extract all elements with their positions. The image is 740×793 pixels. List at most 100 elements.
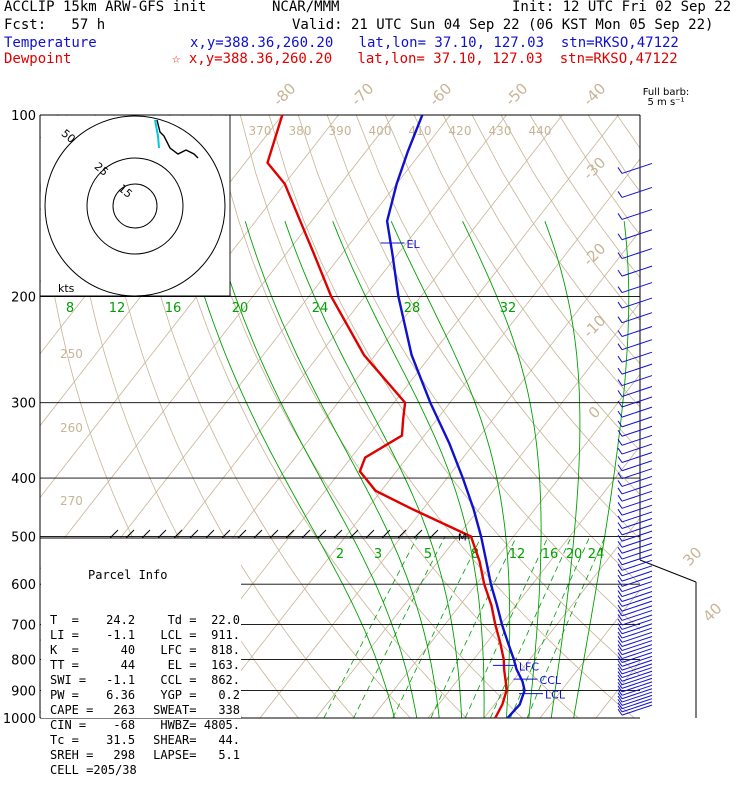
dry-adiabat-label: 250: [60, 347, 83, 361]
mixing-ratio-line: [430, 536, 517, 718]
hatch-tick: [189, 529, 199, 539]
wind-barb-flag: [617, 678, 623, 686]
parcel-cell: LCL =: [160, 628, 197, 642]
temperature-trace: [385, 114, 526, 719]
dry-adiabat-line: [152, 115, 467, 718]
wind-barb-flag: [617, 487, 623, 495]
wind-barb: [621, 282, 653, 294]
mixing-ratio-label: 3: [374, 547, 382, 562]
dry-adiabat-line: [123, 115, 411, 718]
wind-barb: [621, 688, 653, 700]
wind-barb: [621, 677, 653, 689]
hatch-tick: [109, 529, 119, 539]
wind-barb-flag: [617, 574, 623, 582]
wind-barb: [621, 631, 653, 643]
dry-adiabat-line: [297, 115, 640, 631]
dewpoint-legend-info: ☆ x,y=388.36,260.20 lat,lon= 37.10, 127.…: [172, 51, 678, 67]
dry-adiabat-line: [675, 115, 740, 718]
wind-barb: [621, 698, 653, 710]
parcel-cell: -68: [113, 718, 136, 732]
pressure-tick-label: 800: [11, 654, 36, 669]
wind-barb: [621, 396, 653, 408]
wind-barb-flag: [617, 252, 623, 259]
pressure-tick-label: 900: [11, 684, 36, 699]
level-marker-label: M: [458, 532, 467, 543]
parcel-cell: 298: [113, 748, 136, 762]
wind-barb: [621, 468, 653, 480]
wind-barb-flag: [617, 595, 623, 602]
mixing-ratio-label: 16: [165, 301, 182, 316]
isotherm-label: 0: [585, 403, 604, 422]
isotherm-line: [483, 517, 640, 718]
parcel-cell: SWI =: [50, 673, 87, 687]
wind-barb: [621, 684, 653, 696]
wind-barb-flag: [617, 355, 623, 363]
mixing-ratio-line: [392, 536, 482, 718]
parcel-info-rows: T = 24.2 Td = 22.0 LI = -1.1 LCL = 911. K = 40 LFC…: [50, 613, 240, 778]
hodograph-ring: [86, 157, 184, 255]
parcel-cell: SREH =: [50, 748, 94, 762]
wind-barb-flag: [617, 644, 623, 651]
mixing-ratio-line: [490, 536, 572, 718]
pressure-tick-label: 100: [11, 109, 36, 124]
wind-barb-flag: [617, 515, 623, 523]
parcel-cell: 5.1: [218, 748, 240, 762]
wind-barb-flag: [617, 623, 623, 630]
hodograph-background: [41, 116, 230, 296]
wind-barb: [621, 339, 653, 351]
dry-adiabat-line: [616, 115, 640, 149]
pressure-tick-label: 400: [11, 472, 36, 487]
forecast-hour: Fcst: 57 h: [4, 17, 106, 33]
hatch-tick: [365, 529, 375, 539]
parcel-cell: 818.: [211, 643, 240, 657]
init-time: Init: 12 UTC Fri 02 Sep 22: [512, 0, 732, 15]
mixing-ratio-label: 32: [500, 301, 517, 316]
wind-barb-flag: [617, 652, 623, 659]
parcel-cell: EL =: [167, 658, 197, 672]
parcel-cell: 40: [120, 643, 136, 657]
wind-barb-flag: [617, 191, 623, 198]
hatch-tick: [237, 529, 247, 539]
hatch-tick: [301, 529, 311, 539]
wind-barb-flag: [617, 702, 623, 709]
wind-barb-flag: [617, 674, 623, 682]
parcel-cell: 0.2: [218, 688, 240, 702]
wind-barb-flag: [617, 286, 623, 293]
wind-barb-flag: [617, 167, 623, 174]
hatch-tick: [317, 529, 327, 539]
wind-barb: [621, 248, 653, 260]
isotherm-label: -80: [269, 79, 299, 109]
wind-barb: [621, 162, 653, 174]
wind-barb: [621, 570, 653, 582]
parcel-cell: TT =: [50, 658, 79, 672]
parcel-info-row: K = 40 LFC = 818.: [50, 643, 240, 658]
wind-barb-flag: [617, 618, 623, 626]
wind-barb: [621, 425, 653, 437]
wind-barb: [621, 644, 653, 656]
pressure-tick-label: 1000: [3, 712, 36, 727]
moist-adiabat-line: [182, 221, 395, 718]
parcel-cell: 22.0: [211, 613, 240, 627]
wind-barb: [621, 518, 653, 529]
mixing-ratio-label: 8: [471, 547, 479, 562]
parcel-info-title: Parcel Info: [88, 568, 168, 582]
dry-adiabat-line: [529, 115, 640, 279]
level-marker-label: CCL: [540, 674, 562, 687]
parcel-cell: LI =: [50, 628, 79, 642]
wind-barb-flag: [617, 558, 623, 566]
parcel-info-row: CELL = 205/38: [50, 763, 240, 778]
pressure-tick-label: 300: [11, 397, 36, 412]
parcel-cell: CELL =: [50, 763, 94, 777]
wind-barb: [621, 312, 653, 324]
temperature-legend-info: x,y=388.36,260.20 lat,lon= 37.10, 127.03…: [190, 35, 679, 51]
hatch-tick: [285, 529, 295, 539]
wind-barb: [621, 586, 653, 598]
hatch-tick: [253, 529, 263, 539]
pressure-tick-label: 200: [11, 291, 36, 306]
wind-barb-flag: [617, 343, 623, 350]
wind-barb-flag: [617, 439, 623, 446]
org-label: NCAR/MMM: [272, 0, 340, 15]
wind-barb-flag: [617, 580, 623, 587]
wind-barb: [621, 694, 653, 706]
level-marker-label: LFC: [519, 660, 539, 673]
